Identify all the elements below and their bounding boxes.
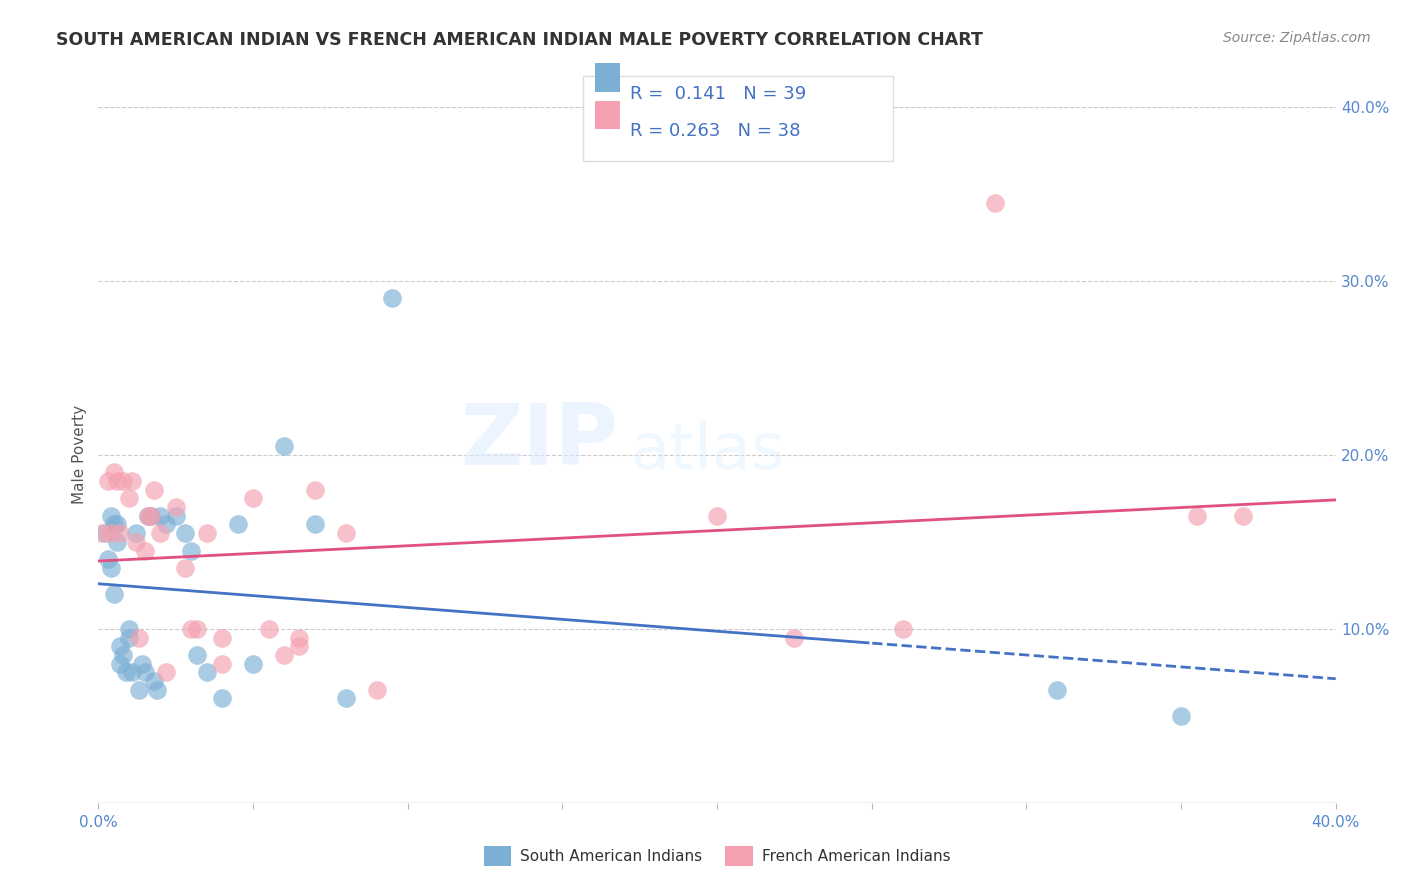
Point [118, 631, 141, 645]
Point [149, 526, 172, 541]
Point [118, 491, 141, 506]
Point [112, 648, 135, 662]
Point [100, 526, 122, 541]
Point [257, 622, 280, 636]
Point [105, 517, 128, 532]
Point [165, 508, 187, 523]
Point [136, 508, 159, 523]
Text: ZIP: ZIP [460, 400, 619, 483]
Point [121, 665, 143, 680]
Legend: South American Indians, French American Indians: South American Indians, French American … [478, 840, 956, 871]
Point [143, 674, 166, 689]
Point [186, 622, 208, 636]
Point [1185, 508, 1208, 523]
Point [118, 622, 141, 636]
Point [174, 561, 197, 575]
Point [242, 657, 264, 671]
Point [195, 665, 218, 680]
Point [304, 483, 326, 497]
Point [143, 483, 166, 497]
Point [108, 639, 131, 653]
Point [103, 466, 125, 480]
Point [134, 665, 156, 680]
Point [115, 665, 138, 680]
Point [165, 500, 187, 514]
Point [105, 474, 128, 488]
Point [273, 439, 295, 453]
Point [1046, 682, 1069, 697]
Point [366, 682, 388, 697]
Point [288, 639, 311, 653]
Text: R = 0.263   N = 38: R = 0.263 N = 38 [630, 122, 800, 140]
Point [335, 691, 357, 706]
Point [706, 508, 728, 523]
Point [211, 691, 233, 706]
Y-axis label: Male Poverty: Male Poverty [72, 405, 87, 505]
Point [155, 517, 177, 532]
Text: SOUTH AMERICAN INDIAN VS FRENCH AMERICAN INDIAN MALE POVERTY CORRELATION CHART: SOUTH AMERICAN INDIAN VS FRENCH AMERICAN… [56, 31, 983, 49]
Point [149, 508, 172, 523]
Point [97, 552, 120, 566]
Point [139, 508, 162, 523]
Point [105, 534, 128, 549]
Point [134, 543, 156, 558]
Point [1232, 508, 1254, 523]
Point [131, 657, 153, 671]
Point [124, 526, 146, 541]
Point [136, 508, 159, 523]
Point [381, 291, 404, 305]
Point [128, 631, 150, 645]
Point [146, 682, 169, 697]
Point [180, 622, 202, 636]
Point [783, 631, 806, 645]
Point [273, 648, 295, 662]
Text: R =  0.141   N = 39: R = 0.141 N = 39 [630, 85, 806, 103]
Point [174, 526, 197, 541]
Point [242, 491, 264, 506]
Point [100, 508, 122, 523]
Point [304, 517, 326, 532]
Point [97, 474, 120, 488]
Point [108, 526, 131, 541]
Point [121, 474, 143, 488]
Point [112, 474, 135, 488]
Point [211, 631, 233, 645]
Text: atlas: atlas [630, 420, 785, 483]
Point [186, 648, 208, 662]
Point [90, 526, 112, 541]
Point [891, 622, 914, 636]
Point [195, 526, 218, 541]
Point [139, 508, 162, 523]
Point [155, 665, 177, 680]
Point [335, 526, 357, 541]
Point [211, 657, 233, 671]
Point [288, 631, 311, 645]
Point [103, 517, 125, 532]
Point [100, 561, 122, 575]
Text: Source: ZipAtlas.com: Source: ZipAtlas.com [1223, 31, 1371, 45]
Point [124, 534, 146, 549]
Point [128, 682, 150, 697]
Point [1170, 708, 1192, 723]
Point [93, 526, 115, 541]
Point [984, 195, 1007, 210]
Point [108, 657, 131, 671]
Point [103, 587, 125, 601]
Point [226, 517, 249, 532]
Point [180, 543, 202, 558]
